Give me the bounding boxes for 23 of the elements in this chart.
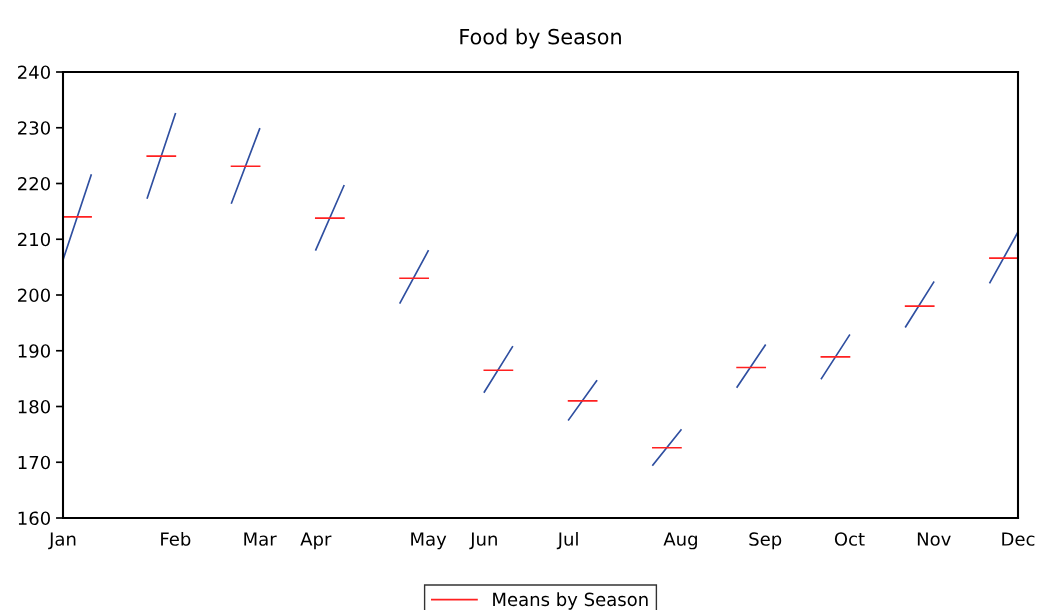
- x-tick-label: Jul: [556, 531, 578, 550]
- x-tick-label: May: [411, 532, 447, 550]
- x-tick-label: Apr: [300, 532, 332, 550]
- chart-title: Food by Season: [460, 28, 621, 49]
- x-tick-label: Jun: [469, 532, 497, 550]
- y-tick-label: 240: [18, 65, 50, 80]
- y-tick-label: 210: [18, 232, 50, 247]
- y-tick-label: 160: [18, 511, 50, 526]
- x-tick-label: Jan: [48, 532, 76, 550]
- x-tick-label: Oct: [834, 532, 865, 546]
- x-tick-label: Sep: [749, 532, 782, 550]
- x-tick-label: Mar: [244, 532, 277, 546]
- y-tick-label: 230: [18, 121, 50, 135]
- y-tick-label: 170: [18, 455, 50, 470]
- x-tick-label: Aug: [663, 532, 697, 550]
- y-tick-label: 190: [18, 344, 50, 358]
- y-tick-label: 220: [18, 176, 50, 191]
- x-tick-label: Nov: [917, 532, 951, 546]
- y-tick-label: 180: [18, 399, 50, 414]
- legend-label: Means by Season: [493, 592, 648, 610]
- x-tick-label: Feb: [161, 531, 191, 546]
- y-tick-label: 200: [18, 288, 50, 303]
- x-tick-label: Dec: [1002, 532, 1035, 546]
